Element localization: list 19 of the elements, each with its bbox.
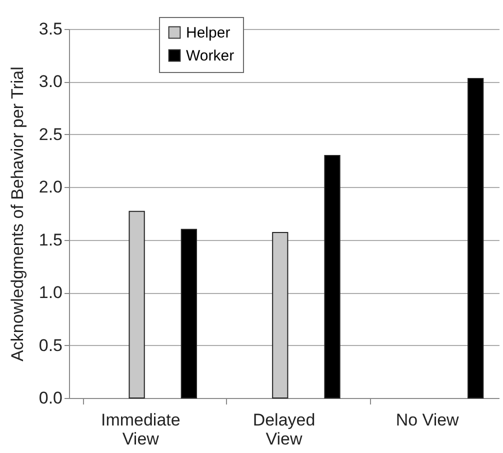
bar	[468, 78, 484, 398]
y-tick-label: 3.0	[38, 72, 62, 92]
y-tick-label: 0.0	[38, 388, 62, 408]
x-tick-label: Delayed View	[252, 410, 316, 448]
bar	[128, 210, 145, 398]
bar	[180, 228, 197, 398]
y-tick-label: 2.0	[38, 178, 62, 197]
x-tick-label: No View	[396, 410, 460, 430]
y-axis-title: Acknowledgments of Behavior per Trial	[8, 66, 27, 362]
x-tick-label: Immediate View	[100, 410, 180, 448]
y-tick-label: 3.5	[38, 20, 62, 38]
y-tick-label: 1.0	[38, 283, 62, 302]
bar	[324, 155, 340, 398]
y-tick-label: 0.5	[38, 336, 62, 355]
bar	[272, 232, 288, 398]
legend-label: Helper	[186, 24, 230, 42]
y-tick-label: 1.5	[38, 230, 62, 250]
legend-label: Worker	[186, 48, 234, 64]
y-tick-label: 2.5	[38, 124, 62, 144]
